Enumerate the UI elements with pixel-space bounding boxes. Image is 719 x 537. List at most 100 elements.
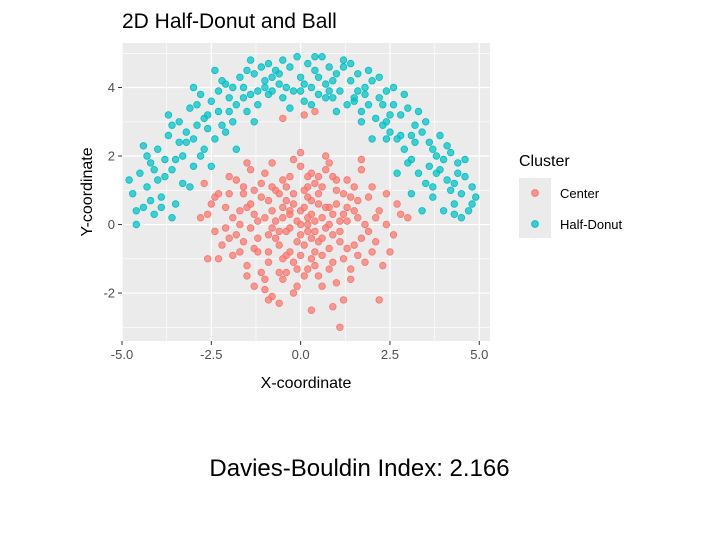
point-center xyxy=(357,165,366,174)
point-center xyxy=(293,282,301,290)
point-half-donut xyxy=(214,107,223,116)
point-center xyxy=(289,289,298,297)
point-center xyxy=(243,159,251,167)
point-half-donut xyxy=(372,114,380,123)
point-center xyxy=(325,159,333,167)
point-half-donut xyxy=(128,189,137,198)
point-center xyxy=(336,217,344,225)
point-center xyxy=(354,196,362,205)
point-half-donut xyxy=(143,183,151,191)
point-half-donut xyxy=(432,152,441,160)
point-center xyxy=(343,203,351,212)
point-half-donut xyxy=(161,155,169,164)
point-half-donut xyxy=(246,90,255,99)
legend: Cluster Center Half-Donut xyxy=(519,153,623,238)
point-center xyxy=(211,227,219,236)
point-half-donut xyxy=(153,176,162,184)
point-half-donut xyxy=(339,56,348,64)
point-half-donut xyxy=(311,66,319,75)
point-center xyxy=(325,265,333,273)
point-half-donut xyxy=(236,73,244,81)
point-half-donut xyxy=(246,56,255,64)
point-center xyxy=(225,172,233,181)
point-center xyxy=(275,189,283,198)
point-half-donut xyxy=(450,210,458,218)
point-center xyxy=(364,193,373,201)
point-center xyxy=(293,265,301,273)
point-half-donut xyxy=(411,138,419,146)
point-center xyxy=(300,241,308,249)
point-half-donut xyxy=(286,104,294,112)
point-half-donut xyxy=(282,83,290,92)
point-half-donut xyxy=(375,94,383,102)
point-half-donut xyxy=(368,135,376,143)
point-center xyxy=(257,268,265,277)
point-center xyxy=(271,234,280,242)
point-half-donut xyxy=(322,80,330,88)
point-half-donut xyxy=(296,87,305,95)
point-center xyxy=(289,258,298,266)
point-half-donut xyxy=(422,179,430,188)
point-half-donut xyxy=(357,107,366,116)
point-half-donut xyxy=(261,76,269,85)
point-center xyxy=(354,213,362,222)
point-center xyxy=(236,248,244,256)
point-center xyxy=(311,261,319,270)
point-center xyxy=(304,265,312,273)
point-center xyxy=(300,111,308,119)
point-center xyxy=(307,255,316,263)
point-half-donut xyxy=(314,90,323,99)
legend-key-background xyxy=(519,178,551,238)
point-half-donut xyxy=(146,196,155,205)
point-center xyxy=(239,183,248,191)
point-center xyxy=(311,217,319,225)
point-half-donut xyxy=(350,97,358,105)
point-half-donut xyxy=(300,97,308,105)
point-center xyxy=(239,237,248,246)
point-center xyxy=(282,196,290,205)
point-half-donut xyxy=(225,107,233,116)
point-half-donut xyxy=(418,207,426,215)
point-center xyxy=(254,234,262,242)
point-center xyxy=(347,265,355,273)
point-half-donut xyxy=(296,73,305,81)
point-half-donut xyxy=(182,138,190,146)
point-half-donut xyxy=(157,193,165,201)
point-half-donut xyxy=(325,87,333,95)
legend-key-center xyxy=(531,189,539,197)
point-center xyxy=(375,207,383,215)
point-center xyxy=(343,244,351,253)
point-half-donut xyxy=(407,131,416,140)
point-center xyxy=(243,261,251,270)
point-half-donut xyxy=(304,59,312,68)
y-tick-label: 4 xyxy=(108,80,115,95)
point-half-donut xyxy=(153,145,162,153)
legend-label-half-donut: Half-Donut xyxy=(560,217,623,232)
point-center xyxy=(279,275,287,283)
point-center xyxy=(347,193,355,201)
point-center xyxy=(318,183,326,191)
point-half-donut xyxy=(203,124,212,133)
point-half-donut xyxy=(325,63,333,71)
point-half-donut xyxy=(379,100,387,109)
legend-title: Cluster xyxy=(519,153,570,170)
point-half-donut xyxy=(221,128,230,136)
point-center xyxy=(236,220,244,229)
point-half-donut xyxy=(414,169,423,177)
x-tick-label: 5.0 xyxy=(470,347,488,362)
point-half-donut xyxy=(150,165,158,174)
point-half-donut xyxy=(232,100,240,109)
point-half-donut xyxy=(439,207,448,215)
point-half-donut xyxy=(450,179,458,188)
point-half-donut xyxy=(457,213,466,222)
point-center xyxy=(332,176,341,184)
point-half-donut xyxy=(468,200,476,208)
point-half-donut xyxy=(307,83,316,92)
legend-key-half-donut xyxy=(531,220,539,228)
point-center xyxy=(196,213,205,222)
point-half-donut xyxy=(293,53,301,61)
point-half-donut xyxy=(386,128,394,136)
point-center xyxy=(282,251,290,260)
point-center xyxy=(332,186,341,194)
point-half-donut xyxy=(186,183,194,191)
